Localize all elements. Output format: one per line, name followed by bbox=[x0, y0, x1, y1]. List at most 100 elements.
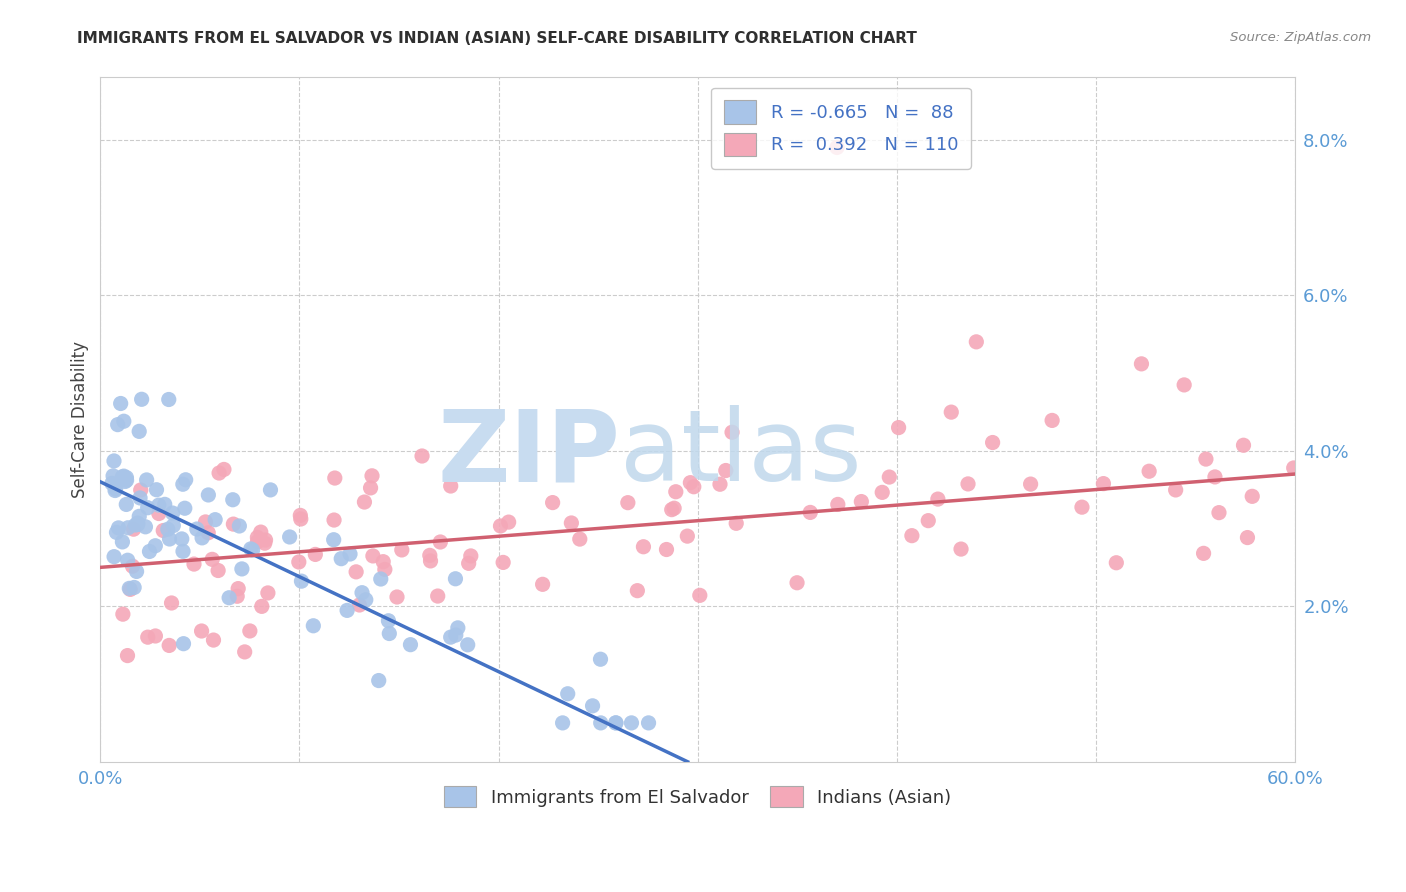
Point bbox=[399, 638, 422, 652]
Point bbox=[103, 454, 125, 468]
Point bbox=[153, 497, 176, 511]
Point bbox=[489, 519, 512, 533]
Point bbox=[361, 468, 384, 483]
Point bbox=[112, 469, 135, 483]
Point bbox=[927, 492, 949, 507]
Point bbox=[121, 559, 143, 574]
Point bbox=[419, 554, 441, 568]
Point bbox=[254, 533, 277, 547]
Point bbox=[278, 530, 301, 544]
Point bbox=[323, 471, 346, 485]
Point bbox=[148, 498, 170, 512]
Point bbox=[589, 652, 612, 666]
Point bbox=[339, 547, 361, 561]
Point bbox=[1164, 483, 1187, 497]
Point bbox=[125, 565, 148, 579]
Point bbox=[330, 551, 353, 566]
Point bbox=[246, 534, 269, 549]
Point bbox=[112, 414, 135, 428]
Point bbox=[1105, 556, 1128, 570]
Point bbox=[117, 553, 139, 567]
Point bbox=[655, 542, 678, 557]
Point bbox=[201, 552, 224, 566]
Point bbox=[239, 624, 262, 638]
Point bbox=[120, 582, 142, 597]
Point bbox=[288, 555, 311, 569]
Point bbox=[457, 638, 479, 652]
Point bbox=[1173, 378, 1195, 392]
Point bbox=[709, 477, 731, 491]
Point bbox=[124, 518, 146, 533]
Text: atlas: atlas bbox=[620, 405, 862, 502]
Point bbox=[1195, 452, 1218, 467]
Point bbox=[208, 466, 231, 480]
Point bbox=[104, 483, 127, 498]
Point bbox=[1236, 531, 1258, 545]
Point bbox=[1208, 506, 1230, 520]
Point bbox=[1019, 477, 1042, 491]
Point bbox=[131, 392, 153, 407]
Point bbox=[385, 590, 408, 604]
Point bbox=[786, 575, 808, 590]
Point bbox=[374, 562, 396, 576]
Text: IMMIGRANTS FROM EL SALVADOR VS INDIAN (ASIAN) SELF-CARE DISABILITY CORRELATION C: IMMIGRANTS FROM EL SALVADOR VS INDIAN (A… bbox=[77, 31, 917, 46]
Point bbox=[231, 562, 253, 576]
Text: ZIP: ZIP bbox=[437, 405, 620, 502]
Point bbox=[440, 479, 463, 493]
Point bbox=[870, 485, 893, 500]
Point bbox=[101, 468, 124, 483]
Point bbox=[127, 517, 149, 532]
Point bbox=[349, 598, 371, 612]
Point bbox=[799, 505, 821, 519]
Point bbox=[118, 582, 141, 596]
Point bbox=[637, 715, 659, 730]
Point bbox=[191, 531, 214, 545]
Point bbox=[1092, 476, 1115, 491]
Point bbox=[551, 715, 574, 730]
Point bbox=[370, 572, 392, 586]
Point bbox=[377, 614, 399, 628]
Point bbox=[447, 621, 470, 635]
Point bbox=[202, 633, 225, 648]
Point bbox=[170, 532, 193, 546]
Point bbox=[336, 603, 359, 617]
Point bbox=[174, 473, 197, 487]
Point bbox=[492, 556, 515, 570]
Point bbox=[246, 530, 269, 544]
Point bbox=[111, 535, 134, 549]
Point bbox=[581, 698, 603, 713]
Point bbox=[1241, 489, 1264, 503]
Point bbox=[1204, 470, 1226, 484]
Point bbox=[128, 509, 150, 524]
Point bbox=[160, 596, 183, 610]
Point bbox=[568, 532, 591, 546]
Point bbox=[212, 462, 235, 476]
Point bbox=[617, 496, 640, 510]
Point bbox=[135, 473, 157, 487]
Point bbox=[242, 543, 264, 558]
Point bbox=[129, 483, 152, 497]
Y-axis label: Self-Care Disability: Self-Care Disability bbox=[72, 341, 89, 498]
Point bbox=[589, 715, 612, 730]
Point bbox=[676, 529, 699, 543]
Point bbox=[444, 628, 467, 642]
Point bbox=[679, 475, 702, 490]
Point bbox=[228, 519, 250, 533]
Point bbox=[360, 481, 382, 495]
Point bbox=[110, 396, 132, 410]
Point bbox=[887, 420, 910, 434]
Point bbox=[633, 540, 655, 554]
Point bbox=[218, 591, 240, 605]
Point bbox=[661, 502, 683, 516]
Point bbox=[290, 512, 312, 526]
Point bbox=[426, 589, 449, 603]
Point bbox=[207, 564, 229, 578]
Point bbox=[122, 581, 145, 595]
Point bbox=[373, 555, 395, 569]
Point bbox=[827, 497, 849, 511]
Point bbox=[1282, 461, 1305, 475]
Point bbox=[460, 549, 482, 563]
Point bbox=[159, 532, 181, 546]
Point bbox=[531, 577, 554, 591]
Point bbox=[620, 715, 643, 730]
